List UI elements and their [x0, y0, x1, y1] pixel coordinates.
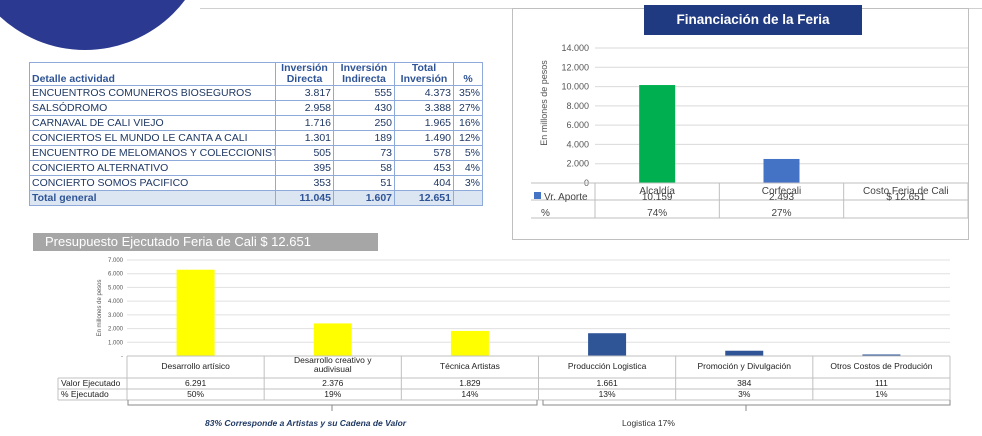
financing-data-label: $ 12.651 — [886, 192, 925, 203]
financing-y-tick: 8.000 — [566, 101, 589, 111]
artists-annotation: 83% Corresponde a Artistas y su Cadena d… — [205, 418, 407, 428]
budget-y-tick: 2.000 — [108, 327, 124, 333]
budget-y-tick: 1.000 — [108, 340, 124, 346]
header-percent: % — [453, 62, 483, 86]
budget-bar — [588, 333, 627, 356]
financing-data-label: 74% — [647, 208, 667, 219]
table-cell-value: 3.388 — [394, 100, 454, 116]
investment-table: Detalle actividad Inversión Directa Inve… — [29, 62, 483, 206]
budget-data-label: 111 — [875, 378, 888, 388]
budget-y-tick: 7.000 — [108, 258, 124, 264]
table-cell-value — [453, 190, 483, 206]
budget-bar — [313, 323, 352, 356]
table-cell-value: 5% — [453, 145, 483, 161]
budget-data-label: 1.829 — [459, 378, 481, 388]
table-cell-value: 353 — [275, 175, 334, 191]
financing-data-label: 27% — [771, 208, 791, 219]
financing-chart-title: Financiación de la Feria — [644, 5, 862, 35]
table-cell-value: 1.490 — [394, 130, 454, 146]
financing-y-tick: 6.000 — [566, 120, 589, 130]
financing-category-label: Alcaldía — [639, 186, 675, 197]
budget-data-label: 3% — [738, 389, 751, 399]
budget-y-tick: 3.000 — [108, 313, 124, 319]
budget-data-label: 50% — [187, 389, 204, 399]
table-total-row: Total general 11.045 1.607 12.651 — [29, 190, 483, 206]
table-cell-value: 578 — [394, 145, 454, 161]
header-indirecta: Inversión Indirecta — [333, 62, 395, 86]
budget-series-label: Valor Ejecutado — [61, 378, 121, 388]
financing-chart-frame — [512, 8, 969, 240]
logistics-bracket — [542, 400, 951, 406]
budget-data-label: 384 — [737, 378, 751, 388]
header-total: Total Inversión — [394, 62, 454, 86]
financing-data-label: 10.159 — [642, 192, 673, 203]
budget-bar — [725, 350, 764, 356]
budget-category-label: audivisual — [314, 364, 352, 374]
budget-data-label: 2.376 — [322, 378, 344, 388]
table-cell-value: 27% — [453, 100, 483, 116]
budget-category-label: Desarrollo artísico — [161, 361, 230, 371]
budget-data-label: 1% — [875, 389, 888, 399]
budget-data-label: 13% — [599, 389, 616, 399]
financing-y-tick: 10.000 — [561, 82, 589, 92]
budget-category-label: Promoción y Divulgación — [697, 361, 791, 371]
table-row: ENCUENTRO DE MELOMANOS Y COLECCIONIST/50… — [29, 145, 483, 161]
budget-y-tick: 6.000 — [108, 272, 124, 278]
budget-data-label: 14% — [461, 389, 478, 399]
financing-bar — [763, 158, 800, 183]
financing-category-label: Corfecali — [762, 186, 801, 197]
budget-category-label: Producción Logistica — [568, 361, 647, 371]
financing-series-label: % — [541, 208, 550, 219]
table-cell-value: 12.651 — [394, 190, 454, 206]
budget-data-label: 1.661 — [596, 378, 618, 388]
table-cell-value: 395 — [275, 160, 334, 176]
financing-category-label: Costo Feria de Cali — [863, 186, 949, 197]
budget-bar — [862, 354, 901, 356]
financing-y-tick: 4.000 — [566, 139, 589, 149]
budget-bar — [176, 269, 215, 356]
table-cell-activity: CONCIERTOS EL MUNDO LE CANTA A CALI — [29, 130, 276, 146]
artists-bracket — [127, 400, 538, 406]
budget-series-label: % Ejecutado — [61, 389, 109, 399]
budget-data-label: 19% — [324, 389, 341, 399]
budget-y-tick: 5.000 — [108, 285, 124, 291]
table-cell-value: 1.301 — [275, 130, 334, 146]
budget-data-label: 6.291 — [185, 378, 207, 388]
table-header-row: Detalle actividad Inversión Directa Inve… — [29, 62, 483, 86]
budget-category-label: Otros Costos de Produción — [830, 361, 932, 371]
table-cell-value: 1.607 — [333, 190, 395, 206]
financing-y-tick: 14.000 — [561, 43, 589, 53]
budget-y-tick: - — [121, 354, 123, 360]
budget-category-label: Técnica Artistas — [440, 361, 500, 371]
budget-y-tick: 4.000 — [108, 299, 124, 305]
budget-bar — [450, 330, 489, 356]
header-directa: Inversión Directa — [275, 62, 334, 86]
header-detalle: Detalle actividad — [29, 62, 276, 86]
table-cell-value: 11.045 — [275, 190, 334, 206]
table-row: CONCIERTOS EL MUNDO LE CANTA A CALI 1.301… — [29, 130, 483, 146]
table-cell-activity: ENCUENTRO DE MELOMANOS Y COLECCIONIST/ — [29, 145, 276, 161]
budget-category-label: Desarrollo creativo y — [294, 355, 372, 365]
financing-bar — [639, 85, 676, 183]
financing-y-tick: 12.000 — [561, 62, 589, 72]
table-cell-value: 4% — [453, 160, 483, 176]
table-row: ENCUENTROS COMUNEROS BIOSEGUROS 3.817 555 4… — [29, 85, 483, 101]
logistics-annotation: Logistica 17% — [622, 418, 675, 428]
financing-data-label: 2.493 — [769, 192, 794, 203]
table-cell-activity: ENCUENTROS COMUNEROS BIOSEGUROS — [29, 85, 276, 101]
table-cell-value: 430 — [333, 100, 395, 116]
financing-legend-key — [534, 192, 541, 199]
financing-series-label: Vr. Aporte — [544, 192, 588, 203]
budget-chart-title: Presupuesto Ejecutado Feria de Cali $ 12… — [33, 233, 378, 251]
financing-y-tick: 2.000 — [566, 159, 589, 169]
